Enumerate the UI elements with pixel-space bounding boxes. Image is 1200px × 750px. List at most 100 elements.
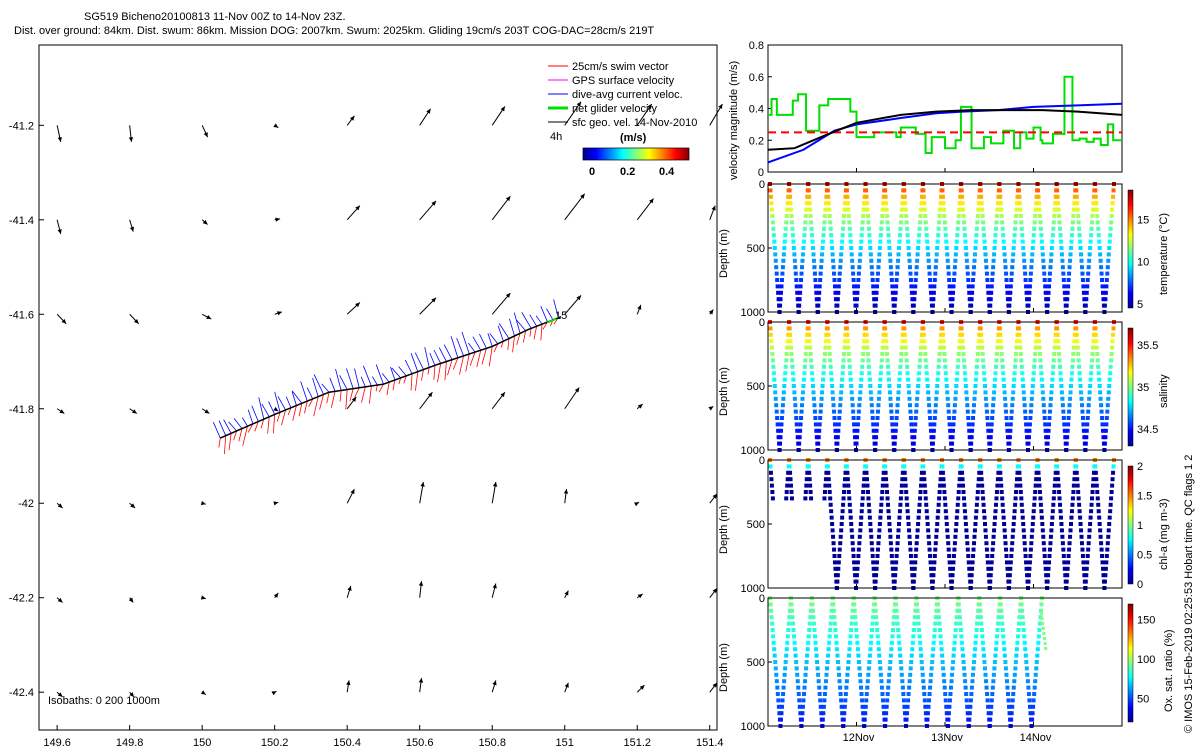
dac-vector (540, 306, 548, 323)
profile-dot (927, 547, 932, 552)
profile-dot (1040, 384, 1045, 388)
profile-dot (1024, 422, 1029, 427)
profile-dot (808, 490, 813, 494)
profile-dot (995, 483, 1000, 488)
profile-dot (1027, 422, 1032, 427)
profile-dot (810, 608, 815, 613)
profile-dot (822, 496, 827, 501)
profile-dot (965, 711, 970, 716)
profile-dot (999, 352, 1004, 356)
profile-dot (998, 602, 1003, 607)
profile-ytick-label: 0 (759, 455, 765, 467)
profile-dot (812, 403, 817, 408)
profile-dot (960, 647, 965, 652)
profile-dot (1013, 220, 1018, 225)
profile-dot (991, 679, 996, 684)
profile-dot (1023, 653, 1028, 658)
sal-ylabel: Depth (m) (718, 367, 730, 416)
profile-dot (1038, 502, 1043, 507)
profile-dot (942, 358, 947, 363)
profile-dot (1033, 352, 1038, 356)
profile-dot (884, 483, 889, 488)
profile-dot (792, 396, 797, 401)
profile-dot (786, 621, 791, 626)
chl-cbar-label: chl-a (mg m-3) (1158, 498, 1170, 570)
chart-title: SG519 Bicheno20100813 11-Nov 00Z to 14-N… (84, 11, 346, 23)
profile-dot (1010, 403, 1015, 408)
profile-dot (838, 685, 843, 690)
profile-dot (875, 554, 880, 558)
profile-dot (955, 509, 960, 514)
profile-dot (806, 326, 811, 331)
geo-vector-head (129, 692, 134, 697)
profile-dot (828, 226, 833, 231)
swim-vector (500, 341, 504, 348)
profile-dot (1071, 483, 1076, 488)
profile-dot (923, 711, 928, 716)
profile-dot (1068, 396, 1073, 401)
profile-dot (999, 345, 1004, 350)
geo-vector-head (637, 404, 643, 409)
profile-dot (795, 428, 800, 433)
profile-dot (938, 339, 943, 344)
map-xtick-label: 149.8 (116, 737, 144, 749)
profile-dot (944, 515, 949, 520)
colorbar-tick-label: 15 (1137, 215, 1149, 227)
profile-dot (1081, 560, 1086, 565)
profile-dot (770, 628, 775, 632)
profile-dot (784, 220, 789, 225)
profile-dot (920, 672, 925, 677)
profile-dot (909, 290, 914, 295)
profile-dot (880, 692, 885, 696)
profile-dot (833, 628, 838, 632)
dac-vector (381, 373, 390, 383)
profile-dot (769, 477, 774, 482)
profile-dot (878, 377, 883, 382)
profile-dot (846, 653, 851, 658)
profile-dot (828, 220, 833, 225)
profile-dot (884, 345, 889, 350)
profile-dot (958, 621, 963, 626)
profile-dot (990, 409, 995, 414)
velocity-panel: 00.20.40.60.8 velocity magnitude (m/s) (728, 40, 1123, 180)
profile-dot (1079, 534, 1084, 539)
profile-dot (984, 685, 989, 690)
profile-dot (839, 246, 844, 250)
profile-dot (858, 252, 863, 257)
profile-dot (1109, 220, 1114, 225)
profile-dot (1003, 396, 1008, 401)
profile-dot (846, 483, 851, 488)
profile-dot (927, 698, 932, 703)
profile-dot (782, 246, 787, 250)
profile-dot (930, 303, 935, 308)
profile-dot (811, 258, 816, 263)
profile-dot (782, 239, 787, 244)
profile-dot (782, 679, 787, 684)
profile-dot (859, 239, 864, 244)
profile-dot (991, 534, 996, 539)
profile-dot (990, 685, 995, 690)
profile-dot (828, 628, 833, 632)
profile-dot (1104, 284, 1109, 289)
profile-dot (1027, 290, 1032, 295)
profile-dot (1037, 345, 1042, 350)
profile-dot (869, 396, 874, 401)
profile-dot (983, 522, 987, 526)
profile-dot (807, 628, 812, 632)
profile-dot (994, 220, 999, 225)
profile-dot (856, 554, 861, 558)
profile-dot (842, 490, 847, 494)
profile-dot (1039, 239, 1044, 244)
profile-dot (1018, 214, 1023, 218)
profile-dot (979, 339, 984, 344)
profile-dot (1033, 490, 1038, 494)
profile-dot (1076, 352, 1081, 356)
dac-vector (498, 323, 510, 339)
geo-vector-head (712, 588, 717, 594)
geo-vector-head (128, 597, 134, 603)
profile-dot (1102, 303, 1107, 308)
profile-dot (878, 371, 883, 376)
profile-dot (1020, 608, 1025, 613)
profile-dot (925, 246, 930, 250)
profile-dot (912, 428, 917, 433)
